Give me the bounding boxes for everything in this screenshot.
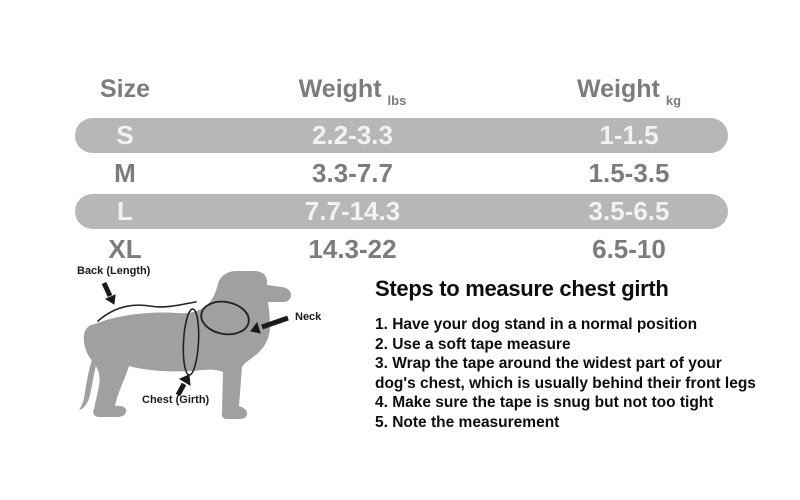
neck-label: Neck bbox=[295, 311, 322, 323]
measurement-steps-section: Steps to measure chest girth 1. Have you… bbox=[375, 276, 785, 432]
table-header-row: Size Weight lbs Weight kg bbox=[75, 63, 728, 115]
table-row: XL 14.3-22 6.5-10 bbox=[75, 232, 728, 267]
back-length-line bbox=[97, 301, 197, 322]
row-weight-lbs: 7.7-14.3 bbox=[304, 196, 401, 226]
steps-title: Steps to measure chest girth bbox=[375, 276, 669, 301]
row-size: L bbox=[117, 196, 133, 226]
dog-measurement-diagram: Back (Length) Neck Chest (Girth) bbox=[55, 258, 365, 473]
row-size: XL bbox=[108, 234, 142, 264]
step-line: 5. Note the measurement bbox=[375, 413, 560, 431]
step-line: 2. Use a soft tape measure bbox=[375, 335, 571, 353]
row-weight-kg: 1-1.5 bbox=[599, 120, 659, 150]
row-weight-kg: 3.5-6.5 bbox=[588, 196, 670, 226]
row-size: S bbox=[116, 120, 134, 150]
row-weight-lbs: 3.3-7.7 bbox=[312, 158, 393, 188]
neck-girth-ring bbox=[200, 300, 250, 336]
back-arrow-icon bbox=[101, 281, 116, 305]
chest-arrow-icon bbox=[175, 374, 191, 397]
table-row: M 3.3-7.7 1.5-3.5 bbox=[75, 156, 728, 191]
header-kg-unit: kg bbox=[665, 92, 682, 108]
step-line: dog's chest, which is usually behind the… bbox=[375, 374, 756, 392]
steps-list: 1. Have your dog stand in a normal posit… bbox=[375, 315, 785, 432]
row-size: M bbox=[114, 158, 136, 188]
back-length-label: Back (Length) bbox=[77, 265, 151, 277]
dog-silhouette-illustration bbox=[79, 271, 291, 419]
header-weight-lbs: Weight lbs bbox=[175, 74, 530, 108]
table-row: L 7.7-14.3 3.5-6.5 bbox=[75, 194, 728, 229]
header-lbs-unit: lbs bbox=[387, 92, 407, 108]
row-weight-lbs: 2.2-3.3 bbox=[312, 120, 393, 150]
header-weight-kg-label: Weight bbox=[576, 74, 660, 103]
header-weight-lbs-label: Weight bbox=[298, 74, 382, 103]
dog-tail-shape bbox=[79, 360, 96, 410]
step-line: 4. Make sure the tape is snug but not to… bbox=[375, 394, 714, 411]
step-line: 3. Wrap the tape around the widest part … bbox=[375, 355, 722, 372]
header-size-label: Size bbox=[99, 74, 151, 103]
step-line: 1. Have your dog stand in a normal posit… bbox=[375, 316, 698, 333]
size-table: Size Weight lbs Weight kg S 2.2-3.3 1-1.5 … bbox=[75, 63, 728, 267]
chest-girth-label: Chest (Girth) bbox=[142, 394, 210, 406]
row-weight-lbs: 14.3-22 bbox=[308, 234, 397, 264]
row-weight-kg: 6.5-10 bbox=[592, 234, 666, 264]
header-size: Size bbox=[75, 75, 175, 104]
header-weight-kg: Weight kg bbox=[530, 74, 728, 108]
row-weight-kg: 1.5-3.5 bbox=[588, 158, 670, 188]
dog-body-shape bbox=[83, 271, 291, 419]
table-row: S 2.2-3.3 1-1.5 bbox=[75, 118, 728, 153]
neck-arrow-icon bbox=[250, 315, 289, 334]
